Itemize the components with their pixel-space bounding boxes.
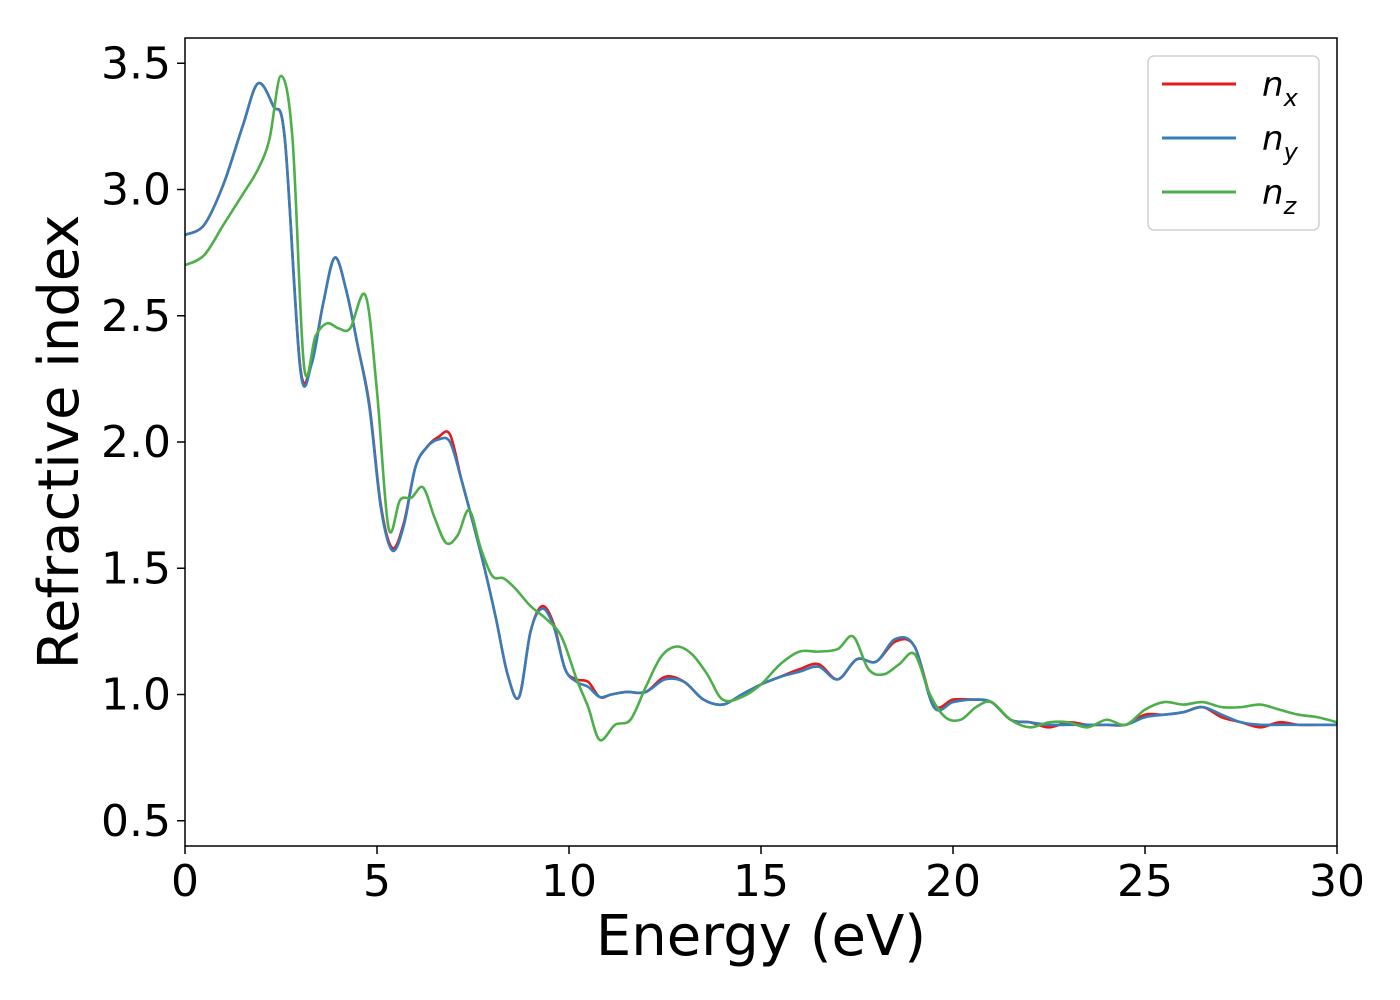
legend-box [1147, 55, 1320, 231]
y-axis: 0.5 1.0 1.5 2.0 2.5 3.0 3.5 [101, 38, 185, 847]
series-layer [185, 74, 1337, 742]
y-tick-label: 0.5 [101, 796, 171, 847]
y-tick-label: 2.5 [101, 291, 171, 342]
x-axis-title: Energy (eV) [596, 904, 926, 969]
series-line-ny [185, 81, 1337, 727]
x-tick-label: 15 [733, 856, 789, 907]
series-line-nz [185, 74, 1337, 742]
x-tick-label: 0 [171, 856, 199, 907]
legend-label-nx: nx [1262, 65, 1299, 112]
legend-label-nz: nz [1262, 173, 1298, 220]
x-axis: 0 5 10 15 20 25 30 [171, 846, 1365, 907]
x-tick-label: 25 [1117, 856, 1173, 907]
x-tick-label: 30 [1309, 856, 1365, 907]
y-axis-title: Refractive index [27, 215, 92, 670]
legend: nx ny nz [1147, 55, 1320, 231]
y-tick-label: 1.5 [101, 543, 171, 594]
x-tick-label: 10 [541, 856, 597, 907]
y-tick-label: 3.5 [101, 38, 171, 89]
x-tick-label: 20 [925, 856, 981, 907]
y-tick-label: 3.0 [101, 165, 171, 216]
y-tick-label: 1.0 [101, 670, 171, 721]
x-tick-label: 5 [363, 856, 391, 907]
y-tick-label: 2.0 [101, 417, 171, 468]
legend-label-ny: ny [1262, 119, 1299, 166]
